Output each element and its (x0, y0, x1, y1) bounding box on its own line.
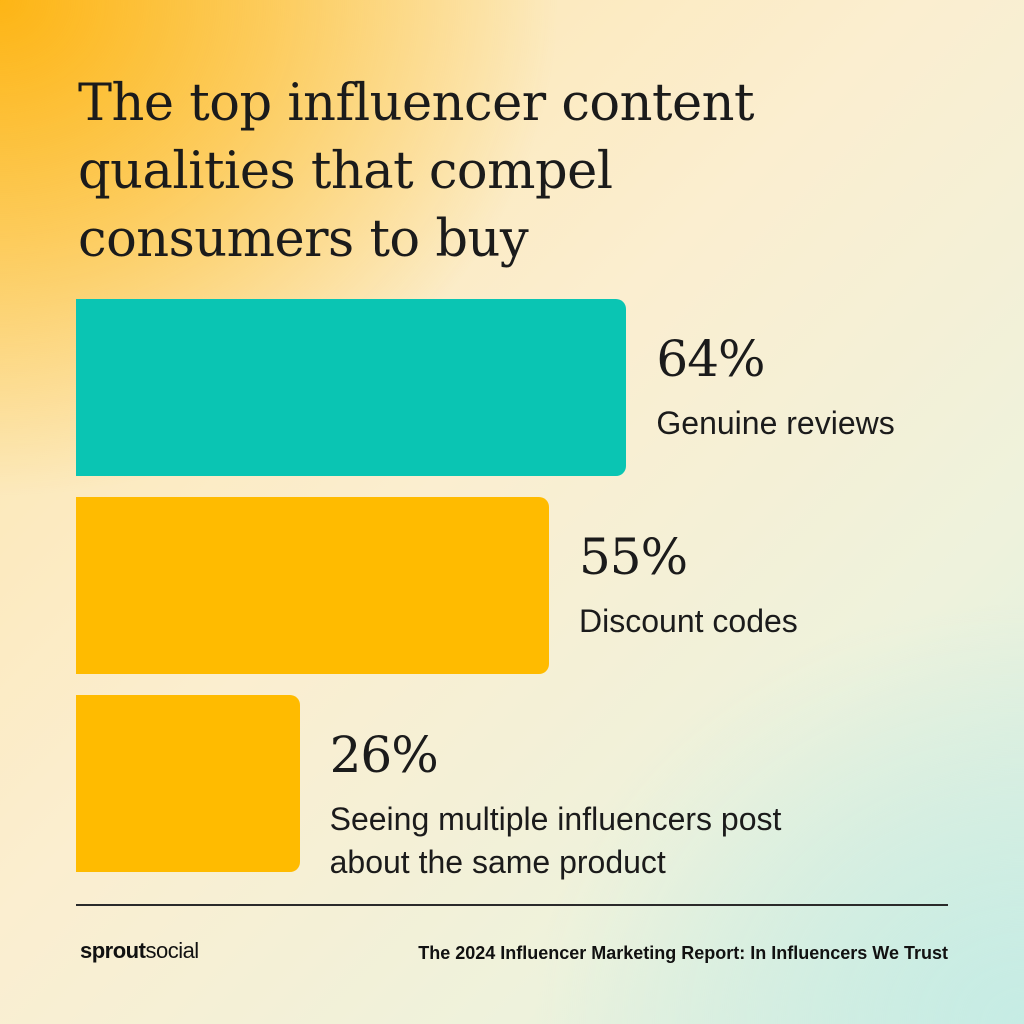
chart-title-line-3: consumers to buy (78, 210, 529, 269)
brand-logo-bold: sprout (80, 938, 146, 963)
bar-2-category-label-line: Discount codes (579, 603, 798, 639)
bar-2-value-label: 55% (579, 528, 688, 586)
brand-logo-regular: social (145, 938, 199, 963)
bar-3-category-label-line: about the same product (329, 844, 666, 880)
bar-3 (76, 695, 300, 872)
brand-logo: sproutsocial (80, 936, 199, 966)
bar-3-category-label-line: Seeing multiple influencers post (329, 801, 782, 837)
bar-1-value-label: 64% (656, 330, 765, 388)
chart-title-line-2: qualities that compel (78, 142, 613, 201)
report-source: The 2024 Influencer Marketing Report: In… (418, 943, 948, 963)
bar-2 (76, 497, 549, 674)
bar-1-category-label: Genuine reviews (656, 402, 1024, 445)
bar-3-value-label: 26% (329, 726, 439, 784)
bar-3-category-label: Seeing multiple influencers post about th… (330, 798, 950, 884)
bar-1 (76, 299, 627, 476)
chart-title: The top influencer content qualities tha… (78, 70, 938, 274)
chart-title-line-1: The top influencer content (78, 74, 755, 133)
footer-divider (76, 904, 948, 906)
bar-2-category-label: Discount codes (579, 600, 1024, 643)
bar-1-category-label-line: Genuine reviews (656, 405, 895, 441)
